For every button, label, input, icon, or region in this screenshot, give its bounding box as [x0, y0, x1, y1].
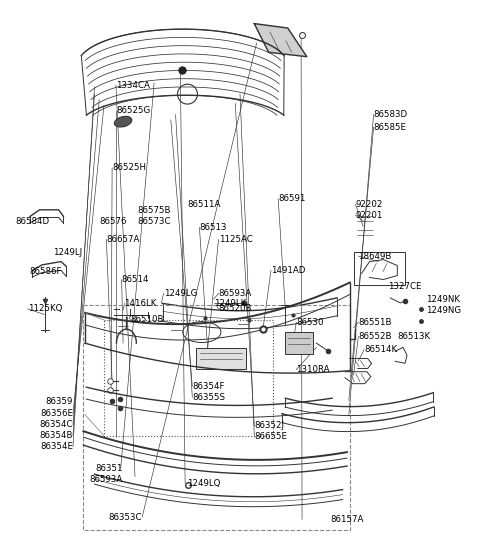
Text: 1491AD: 1491AD — [271, 266, 305, 275]
Text: 86520B: 86520B — [218, 305, 252, 314]
Text: 1334CA: 1334CA — [116, 81, 150, 90]
Ellipse shape — [114, 116, 132, 127]
Text: 86354C: 86354C — [39, 420, 73, 429]
Text: 1249NG: 1249NG — [426, 306, 461, 315]
Text: 1249LQ: 1249LQ — [188, 479, 221, 488]
Text: 1125AC: 1125AC — [218, 235, 252, 244]
Text: 86530: 86530 — [296, 317, 324, 327]
Text: 86525G: 86525G — [116, 106, 150, 115]
Text: 1249LJ: 1249LJ — [53, 248, 82, 257]
Text: 86576: 86576 — [99, 217, 127, 227]
Text: 86351: 86351 — [96, 464, 123, 473]
Text: 86583D: 86583D — [373, 110, 408, 119]
Text: 92202: 92202 — [356, 200, 383, 209]
Text: 86356E: 86356E — [40, 409, 73, 418]
Text: 86585E: 86585E — [373, 122, 407, 132]
Text: 86352J: 86352J — [254, 421, 284, 430]
Text: 86525H: 86525H — [112, 163, 146, 172]
Text: 86657A: 86657A — [107, 235, 140, 244]
Text: 86359: 86359 — [46, 397, 73, 406]
Text: 86354F: 86354F — [192, 382, 225, 391]
Text: 86593A: 86593A — [218, 289, 252, 298]
Text: 86655E: 86655E — [254, 432, 288, 441]
Text: 86593A: 86593A — [90, 475, 123, 484]
Text: 86157A: 86157A — [331, 515, 364, 524]
Text: 86573C: 86573C — [137, 217, 171, 227]
Text: 18649B: 18649B — [359, 252, 392, 260]
Text: 1249LG: 1249LG — [164, 289, 197, 298]
Text: 86575B: 86575B — [137, 207, 171, 216]
Text: 86584D: 86584D — [16, 217, 50, 227]
Text: 86552B: 86552B — [359, 332, 392, 341]
Text: 1310RA: 1310RA — [296, 365, 330, 374]
Text: 86355S: 86355S — [192, 393, 225, 402]
Text: 86510B: 86510B — [130, 315, 164, 325]
Text: 86514: 86514 — [121, 275, 149, 284]
Text: 86354E: 86354E — [40, 442, 73, 451]
Text: 86591: 86591 — [278, 194, 306, 203]
Text: 1327CE: 1327CE — [388, 283, 421, 291]
Text: 1249NK: 1249NK — [426, 295, 460, 304]
Bar — [354, 252, 405, 285]
Polygon shape — [254, 24, 307, 57]
Text: 86586F: 86586F — [29, 267, 61, 276]
Text: 86513: 86513 — [199, 223, 227, 232]
Text: 86513K: 86513K — [397, 332, 431, 341]
Bar — [285, 332, 313, 354]
Text: 86354B: 86354B — [39, 431, 73, 440]
Text: 1125KQ: 1125KQ — [28, 305, 62, 314]
Text: 86511A: 86511A — [188, 200, 221, 209]
Text: 86353C: 86353C — [108, 512, 142, 522]
Text: 86551B: 86551B — [359, 317, 392, 327]
Text: 86514K: 86514K — [364, 345, 397, 354]
Bar — [196, 347, 246, 370]
Text: 1416LK: 1416LK — [124, 299, 157, 308]
Text: 92201: 92201 — [356, 211, 383, 220]
Text: 1249LK: 1249LK — [214, 299, 246, 308]
